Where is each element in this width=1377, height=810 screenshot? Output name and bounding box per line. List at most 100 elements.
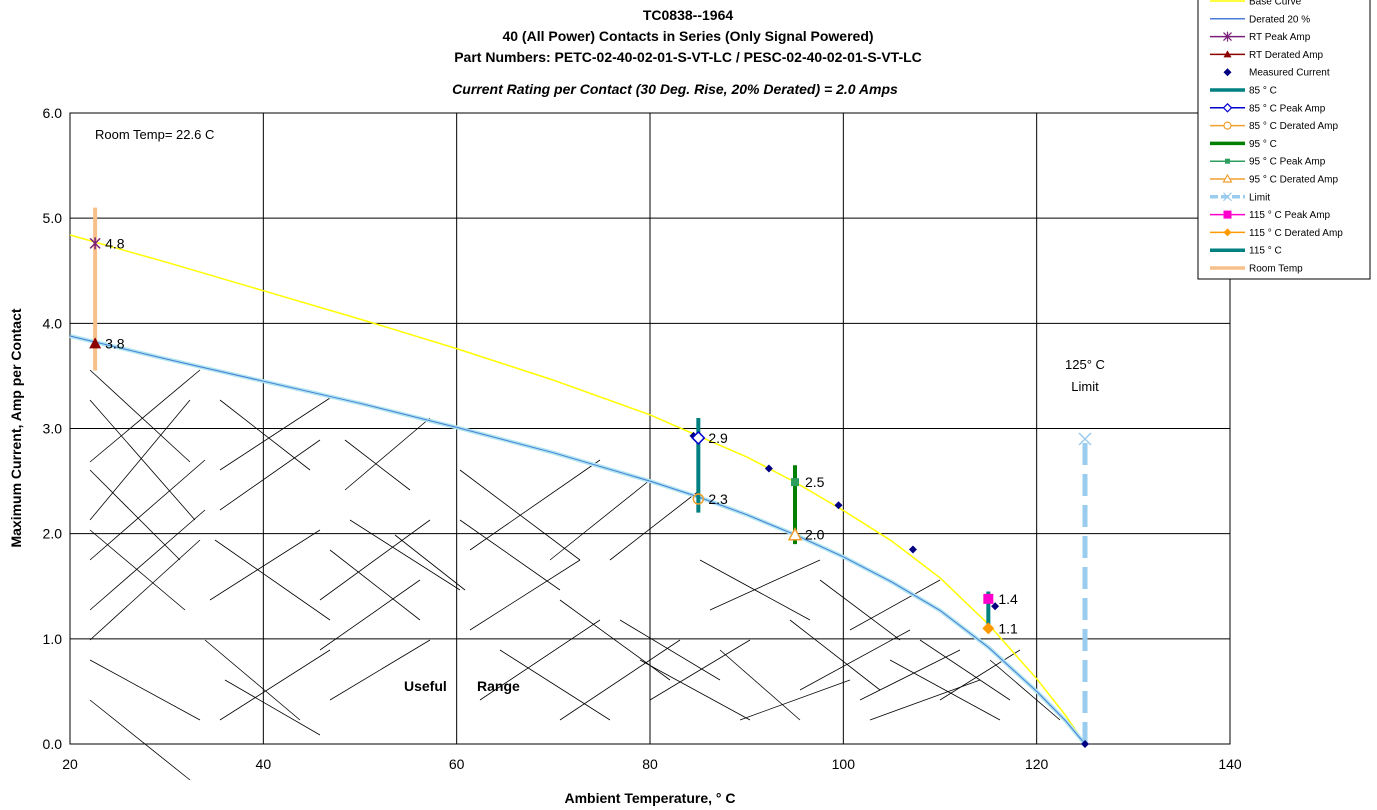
legend-label: RT Derated Amp — [1249, 50, 1324, 61]
legend-marker — [1222, 173, 1233, 183]
marker-square — [791, 478, 799, 487]
hatch-line — [649, 639, 751, 701]
useful-range-word-2: Range — [477, 678, 520, 694]
marker-diamond — [982, 622, 995, 635]
hatch-line — [849, 579, 941, 631]
legend-label: 95 ° C — [1249, 139, 1277, 150]
hatch-line — [989, 659, 1061, 721]
y-tick-label: 0.0 — [43, 736, 63, 752]
chart-subtitle: Current Rating per Contact (30 Deg. Rise… — [452, 81, 898, 97]
x-tick-label: 140 — [1218, 756, 1242, 772]
legend-label: 115 ° C — [1249, 246, 1282, 257]
hatch-line — [89, 399, 196, 521]
marker-circle-open — [692, 493, 705, 505]
hatch-line — [329, 639, 431, 701]
hatch-line — [739, 679, 851, 721]
data-label: 2.9 — [708, 430, 728, 446]
legend-marker — [1223, 31, 1232, 42]
y-axis-ticks: 0.0 1.0 2.0 3.0 4.0 5.0 6.0 — [43, 105, 63, 752]
x-tick-label: 20 — [62, 756, 78, 772]
marker-triangle — [89, 337, 102, 349]
legend-marker — [1223, 228, 1232, 237]
hatch-line — [619, 619, 721, 681]
hatch-line — [349, 519, 461, 591]
marker-diamond-open — [691, 430, 706, 446]
legend-marker — [1223, 210, 1232, 219]
hatch-line — [549, 479, 651, 561]
x-tick-label: 40 — [256, 756, 272, 772]
measured-point — [908, 545, 917, 554]
hatch-line — [344, 439, 411, 491]
useful-range-hatching — [89, 369, 1061, 781]
legend-item: Limit — [1210, 192, 1270, 203]
legend-item: 85 ° C Derated Amp — [1210, 121, 1338, 132]
hatch-line — [789, 619, 881, 691]
hatch-line — [469, 559, 581, 631]
legend-marker — [1223, 50, 1232, 58]
legend-item: Measured Current — [1223, 68, 1330, 79]
series-derated-curve — [69, 335, 1086, 745]
legend-marker — [1225, 158, 1230, 164]
legend-item: 115 ° C — [1210, 246, 1282, 257]
hatch-line — [329, 549, 421, 621]
legend-label: 115 ° C Derated Amp — [1249, 228, 1343, 239]
marker-triangle-open — [787, 527, 803, 541]
x-tick-label: 60 — [449, 756, 465, 772]
hatch-line — [559, 639, 681, 721]
measured-point — [991, 602, 1000, 611]
chart-title-line-1: TC0838--1964 — [643, 7, 733, 23]
limit-annotation-line-2: Limit — [1071, 379, 1099, 394]
hatch-line — [819, 579, 901, 641]
limit-top-marker — [1078, 432, 1092, 446]
hatch-line — [799, 629, 911, 691]
markers-layer: 4.8 3.8 2.9 2.3 2.5 2.0 1.4 1.1 — [89, 235, 1018, 636]
hatch-line — [89, 369, 191, 463]
hatch-line — [939, 649, 1021, 701]
data-label: 4.8 — [105, 235, 125, 251]
x-tick-label: 100 — [832, 756, 856, 772]
legend-item: 85 ° C — [1210, 86, 1277, 97]
x-tick-label: 80 — [642, 756, 658, 772]
legend-item: 115 ° C Derated Amp — [1210, 228, 1343, 239]
legend-label: Limit — [1249, 192, 1270, 203]
hatch-line — [219, 649, 331, 721]
hatch-line — [479, 619, 601, 701]
hatch-line — [214, 539, 331, 621]
hatch-line — [719, 649, 801, 721]
legend-label: 95 ° C Derated Amp — [1249, 175, 1338, 186]
legend-label: Measured Current — [1249, 68, 1330, 79]
data-label: 1.4 — [998, 591, 1018, 607]
legend-item: Room Temp — [1210, 264, 1303, 275]
hatch-line — [209, 529, 321, 601]
y-tick-label: 6.0 — [43, 105, 63, 121]
useful-range-word-1: Useful — [404, 678, 447, 694]
legend: Base Curve Derated 20 % RT Peak Amp RT Dera… — [1197, 0, 1371, 280]
legend-item: 115 ° C Peak Amp — [1210, 210, 1331, 221]
hatch-line — [224, 679, 321, 736]
legend-marker — [1223, 68, 1232, 77]
hatch-line — [89, 509, 206, 611]
hatch-line — [709, 559, 821, 611]
hatch-line — [394, 534, 466, 591]
legend-label: 85 ° C Peak Amp — [1249, 103, 1326, 114]
legend-item: 95 ° C — [1210, 139, 1277, 150]
data-label: 3.8 — [105, 335, 125, 351]
hatch-line — [89, 659, 201, 721]
legend-item: RT Peak Amp — [1210, 31, 1311, 43]
y-axis-title: Maximum Current, Amp per Contact — [8, 308, 24, 547]
room-temp-annotation: Room Temp= 22.6 C — [95, 127, 214, 142]
hatch-line — [344, 417, 431, 491]
legend-item: 95 ° C Peak Amp — [1210, 157, 1326, 168]
legend-item: 95 ° C Derated Amp — [1210, 173, 1338, 186]
legend-label: Room Temp — [1249, 264, 1303, 275]
limit-annotation-line-1: 125° C — [1065, 357, 1105, 372]
data-label: 1.1 — [998, 620, 1018, 636]
hatch-line — [89, 369, 201, 463]
legend-label: 115 ° C Peak Amp — [1249, 210, 1331, 221]
y-tick-label: 5.0 — [43, 210, 63, 226]
hatch-line — [89, 529, 186, 611]
hatch-line — [204, 639, 301, 721]
hatch-line — [459, 519, 561, 591]
hatch-line — [219, 397, 331, 471]
hatch-line — [89, 699, 191, 781]
